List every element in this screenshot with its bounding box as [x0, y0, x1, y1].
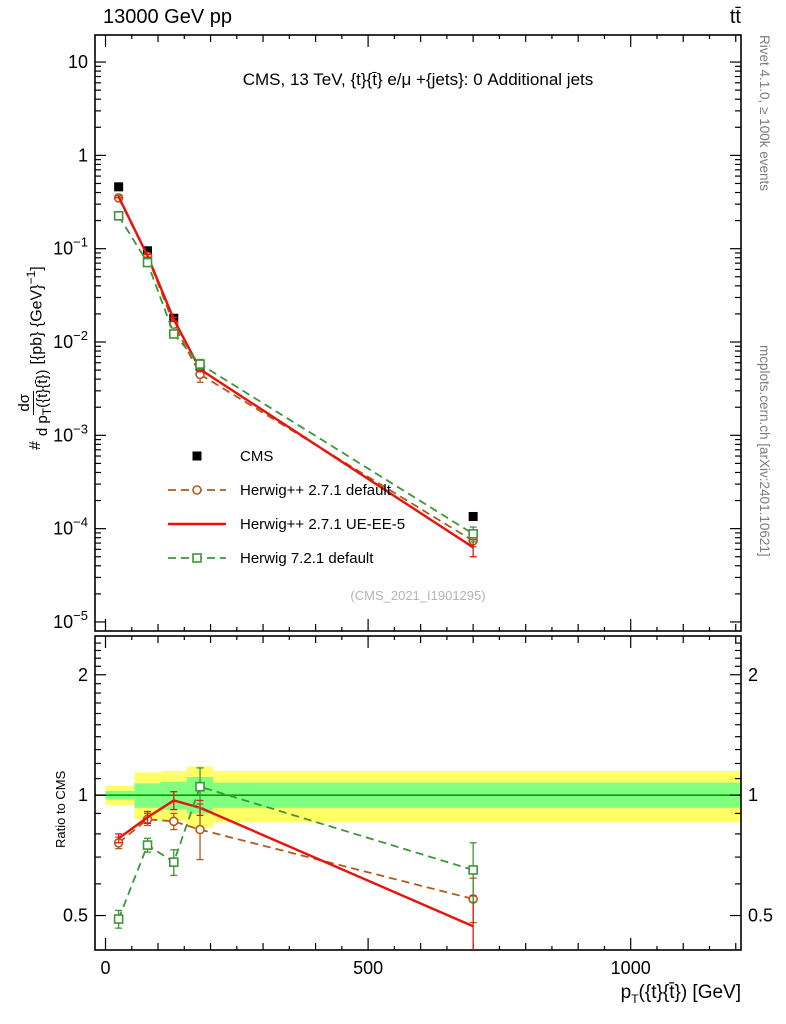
ratio-tick-label: 2	[78, 665, 88, 685]
data-marker	[114, 182, 124, 192]
main-y-axis-label: # dσ d pT({t}{t̄}) [{pb} {GeV}−1]	[16, 266, 55, 450]
legend-item: Herwig++ 2.7.1 UE-EE-5	[168, 516, 405, 533]
data-marker	[113, 211, 124, 221]
main-frame	[94, 34, 742, 632]
data-marker	[143, 246, 153, 256]
data-marker	[468, 529, 478, 539]
ratio-y-axis-label: Ratio to CMS	[53, 770, 68, 848]
data-marker	[195, 781, 205, 792]
main-y-tick-label: 10−1	[53, 235, 88, 259]
legend-item: CMS	[192, 448, 273, 465]
data-marker	[195, 359, 205, 369]
rivet-version-note: Rivet 4.1.0, ≥ 100k events	[757, 35, 772, 191]
mcplots-arxiv-note: mcplots.cern.ch [arXiv:2401.10621]	[757, 345, 772, 557]
main-y-tick-label: 10	[68, 52, 88, 72]
main-y-tick-label: 1	[78, 145, 88, 165]
legend-label: CMS	[240, 448, 273, 465]
ylabel-numerator: dσ	[16, 391, 35, 415]
ratio-series-layer	[113, 767, 478, 950]
ylabel-prefix: #	[26, 441, 44, 450]
data-marker	[113, 914, 124, 924]
data-marker	[168, 329, 179, 339]
process-label: tt̄	[729, 6, 741, 28]
ratio-tick-label: 0.5	[63, 906, 88, 926]
legend-item: Herwig++ 2.7.1 default	[168, 482, 392, 499]
ratio-tick-label: 1	[78, 785, 88, 805]
ylabel-denominator: d pT({t}{t̄})	[34, 369, 55, 437]
data-marker	[195, 824, 205, 835]
ratio-frame	[94, 635, 742, 951]
tick-labels: 0 500 1000 10 1 10−1 10−2 10−3 10−4 10−5 2 2 1 1 0.5 0.…	[53, 52, 773, 978]
data-marker	[468, 865, 478, 875]
x-tick-label: 0	[100, 958, 110, 978]
legend: CMS Herwig++ 2.7.1 default Herwig++ 2.7.1 …	[168, 448, 405, 567]
data-marker	[192, 553, 202, 563]
data-marker	[142, 840, 153, 850]
main-y-tick-label: 10−4	[53, 515, 88, 539]
ratio-tick-label: 2	[748, 665, 758, 685]
data-marker	[192, 485, 202, 495]
main-y-tick-label: 10−3	[53, 421, 88, 445]
data-marker	[142, 257, 153, 268]
legend-label: Herwig 7.2.1 default	[240, 550, 374, 567]
plot-title: CMS, 13 TeV, {t}{t̄} e/μ +{jets}: 0 Addi…	[242, 70, 594, 89]
data-marker	[168, 816, 179, 827]
x-axis-label: pT({t}{t̄}) [GeV]	[620, 982, 741, 1006]
data-marker	[168, 857, 179, 867]
analysis-id-watermark: (CMS_2021_I1901295)	[350, 588, 486, 603]
ratio-tick-label: 1	[748, 785, 758, 805]
legend-item: Herwig 7.2.1 default	[168, 550, 374, 567]
legend-label: Herwig++ 2.7.1 default	[240, 482, 392, 499]
main-y-tick-label: 10−5	[53, 608, 88, 632]
ylabel-units: [{pb} {GeV}−1]	[24, 266, 46, 365]
main-series-layer	[113, 182, 478, 558]
main-y-tick-label: 10−2	[53, 328, 88, 352]
legend-label: Herwig++ 2.7.1 UE-EE-5	[240, 516, 405, 533]
series-line-ratio	[118, 818, 474, 900]
ratio-tick-label: 0.5	[748, 906, 773, 926]
x-tick-label: 500	[353, 958, 383, 978]
uncertainty-bands	[95, 766, 741, 828]
beam-energy-label: 13000 GeV pp	[103, 6, 232, 28]
ylabel-fraction: dσ d pT({t}{t̄})	[16, 369, 55, 437]
data-marker	[192, 451, 202, 461]
data-marker	[468, 511, 478, 521]
x-tick-label: 1000	[611, 958, 651, 978]
